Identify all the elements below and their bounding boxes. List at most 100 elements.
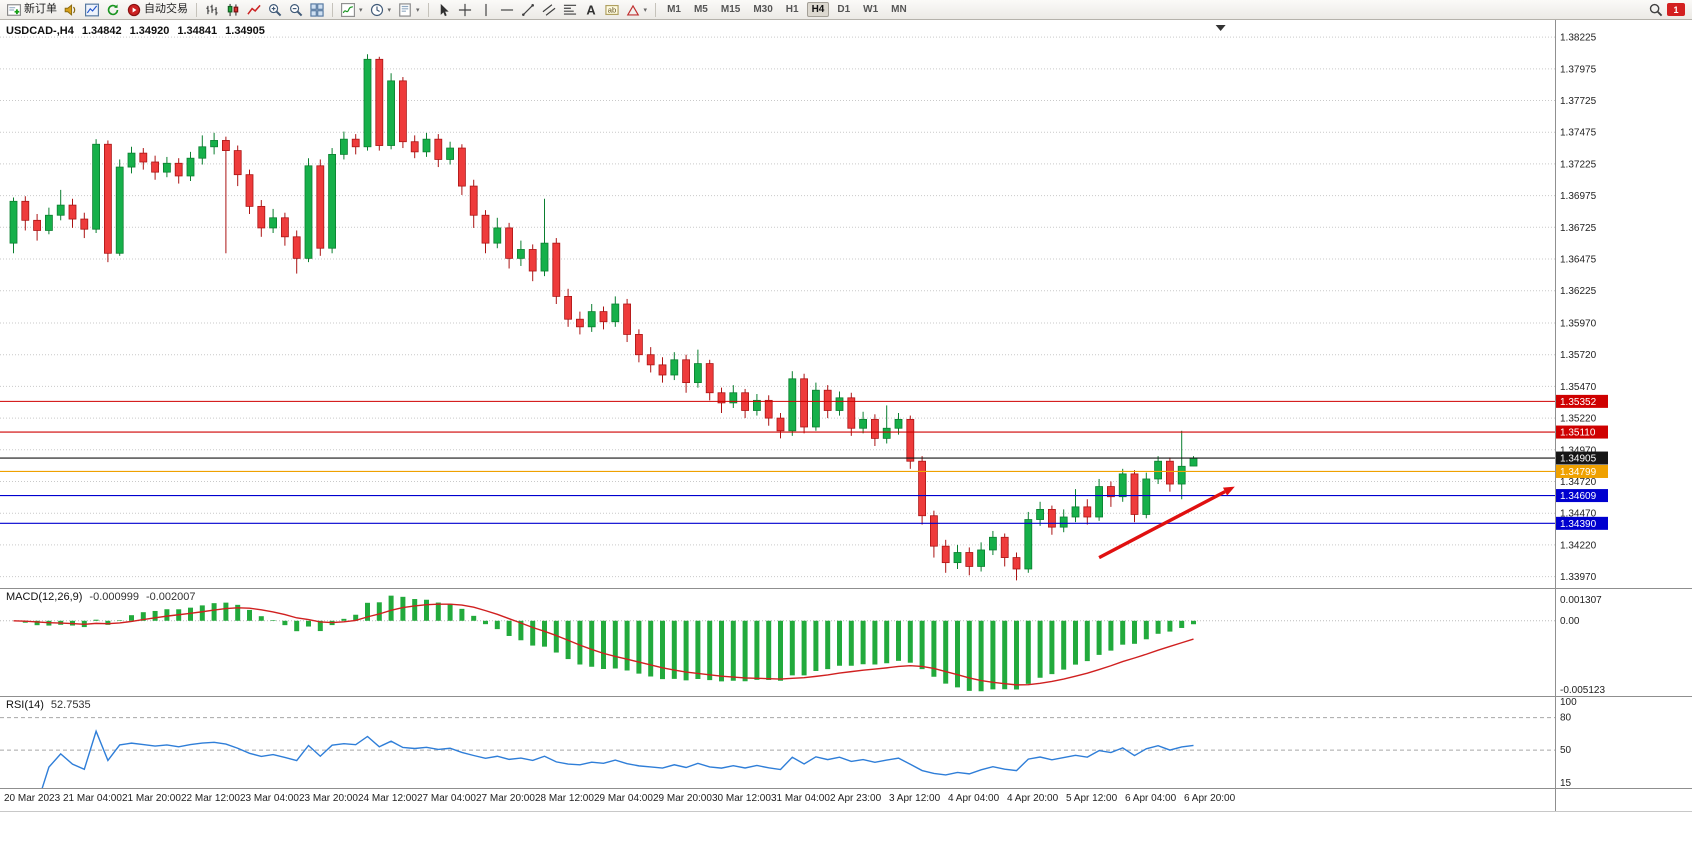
- bar-chart-button[interactable]: [202, 1, 222, 18]
- channel-button[interactable]: [539, 1, 559, 18]
- candlestick-chart-button[interactable]: [223, 1, 243, 18]
- periods-button[interactable]: ▾: [367, 1, 395, 18]
- vertical-line-button[interactable]: [476, 1, 496, 18]
- cursor-icon: [440, 3, 449, 16]
- autotrading-button[interactable]: 自动交易: [124, 1, 191, 18]
- price-badge: [1556, 451, 1608, 465]
- candle: [162, 162, 171, 173]
- shapes-button[interactable]: ▾: [623, 1, 651, 18]
- zoom-out-button[interactable]: [286, 1, 306, 18]
- candle: [1189, 457, 1198, 467]
- candle: [127, 152, 136, 168]
- time-axis[interactable]: 20 Mar 2023 21 Mar 04:00 21 Mar 20:00 22 Ma…: [0, 788, 1692, 812]
- tile-windows-button[interactable]: [307, 1, 327, 18]
- timeframe-m30[interactable]: M30: [753, 4, 773, 15]
- macd-axis[interactable]: 0.001307 0.00 -0.005123: [1560, 595, 1605, 696]
- candle: [457, 147, 466, 187]
- refresh-button[interactable]: [103, 1, 123, 18]
- horizontal-line-objects[interactable]: 1.35352 1.35110 1.34905 1.34799 1.34609 1.343…: [0, 394, 1608, 530]
- crosshair-button[interactable]: [455, 1, 475, 18]
- timeframe-d1[interactable]: D1: [837, 4, 851, 15]
- time-label: 24 Mar 12:00: [358, 793, 417, 804]
- price-axis[interactable]: 1.38225 1.37975 1.37725 1.37475 1.37225 1.369…: [1560, 33, 1597, 583]
- rsi-axis[interactable]: 100 80 50 15: [1560, 697, 1577, 788]
- trendline-icon: [521, 3, 534, 16]
- price-badge-label: 1.34905: [1560, 454, 1597, 465]
- templates-button[interactable]: ▾: [395, 1, 423, 18]
- candle: [1059, 516, 1068, 528]
- time-label: 4 Apr 20:00: [1007, 793, 1059, 804]
- candle: [1130, 473, 1139, 515]
- new-order-icon: [7, 3, 21, 16]
- rsi-panel-canvas[interactable]: 100 80 50 15: [0, 696, 1692, 788]
- time-label: 20 Mar 2023: [4, 793, 61, 804]
- time-label: 23 Mar 04:00: [240, 793, 299, 804]
- price-tick-label: 1.37475: [1560, 128, 1597, 139]
- time-label: 27 Mar 04:00: [417, 793, 476, 804]
- candle: [493, 227, 502, 244]
- text-label-button[interactable]: ab: [602, 1, 622, 18]
- price-tick-label: 1.34220: [1560, 540, 1597, 551]
- candle: [1166, 460, 1174, 485]
- line-chart-button[interactable]: [244, 1, 264, 18]
- rsi-axis-label: 50: [1560, 745, 1572, 756]
- candle: [292, 236, 301, 259]
- price-tick-label: 1.34970: [1560, 445, 1597, 456]
- candle: [717, 392, 726, 404]
- candle: [540, 242, 549, 272]
- candle: [198, 146, 207, 159]
- cursor-button[interactable]: [434, 1, 454, 18]
- autotrade-icon: [127, 3, 141, 16]
- price-badge-label: 1.34390: [1560, 519, 1597, 530]
- search-button[interactable]: [1646, 1, 1666, 18]
- timeframe-h4[interactable]: H4: [806, 2, 830, 17]
- fibo-icon: [563, 4, 576, 15]
- timeframe-m15[interactable]: M15: [720, 4, 741, 15]
- chevron-down-icon: ▾: [359, 6, 363, 14]
- candle: [977, 549, 985, 567]
- candle: [68, 204, 77, 220]
- horizontal-line-button[interactable]: [497, 1, 517, 18]
- notification-badge[interactable]: 1: [1667, 3, 1685, 16]
- fibonacci-button[interactable]: [560, 1, 580, 18]
- candle: [186, 157, 195, 177]
- time-label: 29 Mar 20:00: [653, 793, 712, 804]
- price-grid: [0, 36, 1555, 578]
- trendline-button[interactable]: [518, 1, 538, 18]
- candle: [1000, 536, 1009, 558]
- candle: [906, 418, 915, 462]
- time-label: 23 Mar 20:00: [299, 793, 358, 804]
- rsi-axis-label: 15: [1560, 778, 1572, 788]
- time-label: 6 Apr 20:00: [1184, 793, 1236, 804]
- text-button[interactable]: A: [581, 1, 601, 18]
- timeframe-m1[interactable]: M1: [667, 4, 681, 15]
- text-a-icon: A: [586, 3, 595, 17]
- time-label: 30 Mar 12:00: [712, 793, 771, 804]
- candle: [316, 165, 325, 249]
- candle: [398, 80, 407, 143]
- timeframe-w1[interactable]: W1: [863, 4, 879, 15]
- candle: [882, 427, 891, 439]
- candlestick-series: [9, 54, 1198, 581]
- price-badge: [1556, 425, 1608, 439]
- main-chart-canvas[interactable]: 1.38225 1.37975 1.37725 1.37475 1.37225 1.369…: [0, 20, 1692, 588]
- candle: [788, 378, 797, 432]
- timeframe-mn[interactable]: MN: [891, 4, 907, 15]
- candle: [33, 219, 41, 231]
- candle: [21, 200, 30, 221]
- market-watch-button[interactable]: [82, 1, 102, 18]
- candle: [481, 214, 490, 244]
- new-order-button[interactable]: 新订单: [4, 1, 60, 18]
- sound-alert-button[interactable]: [61, 1, 81, 18]
- price-badge-label: 1.35352: [1560, 397, 1597, 408]
- trend-arrow[interactable]: [1098, 486, 1235, 560]
- indicators-button[interactable]: ▾: [338, 1, 366, 18]
- macd-panel-canvas[interactable]: 0.001307 0.00 -0.005123: [0, 588, 1692, 696]
- timeframe-h1[interactable]: H1: [785, 4, 799, 15]
- timeframe-m5[interactable]: M5: [693, 4, 708, 15]
- zoom-in-button[interactable]: [265, 1, 285, 18]
- candle: [233, 150, 242, 176]
- time-label: 2 Apr 23:00: [830, 793, 882, 804]
- chart-shift-marker[interactable]: [1215, 25, 1226, 31]
